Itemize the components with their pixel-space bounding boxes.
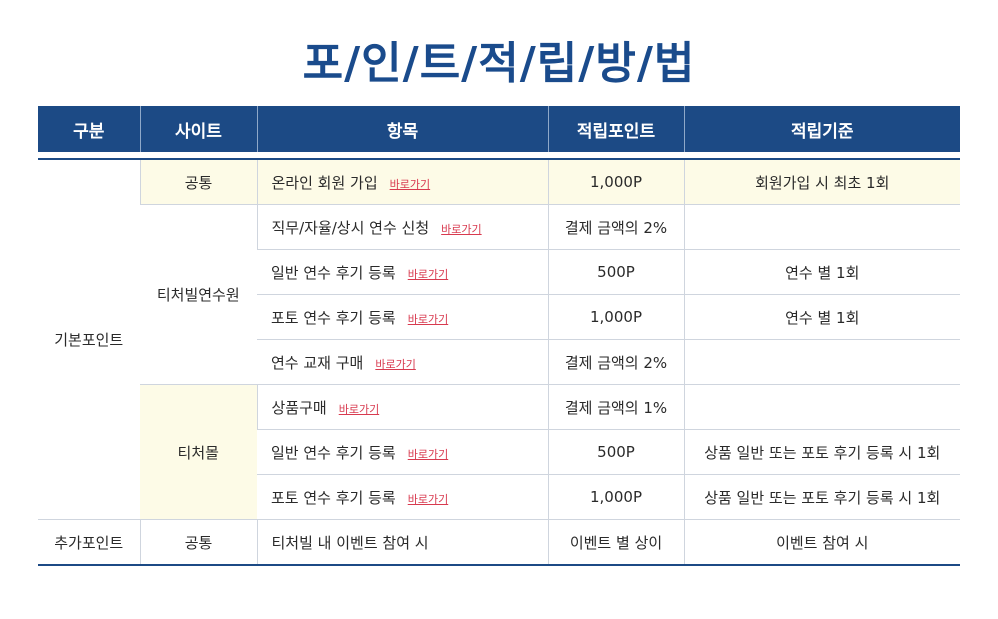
table-row: 티처빌연수원 직무/자율/상시 연수 신청 바로가기 결제 금액의 2% (38, 204, 960, 385)
item-cell: 티처빌 내 이벤트 참여 시 (256, 519, 548, 566)
item-cell: 연수 교재 구매 바로가기 (257, 339, 548, 385)
criteria-cell: 연수 별 1회 (683, 249, 960, 295)
item-label: 포토 연수 후기 등록 (271, 308, 396, 327)
item-cell: 온라인 회원 가입 바로가기 (256, 159, 548, 205)
item-cell: 일반 연수 후기 등록 바로가기 (257, 429, 548, 475)
shortcut-link[interactable]: 바로가기 (338, 402, 380, 416)
site-cell: 티처빌연수원 (140, 204, 257, 385)
criteria-cell (683, 339, 960, 385)
category-cell: 추가포인트 (38, 519, 140, 566)
shortcut-link[interactable]: 바로가기 (407, 312, 449, 326)
criteria-cell: 회원가입 시 최초 1회 (683, 159, 960, 205)
table-row: 포토 연수 후기 등록 바로가기 1,000P 상품 일반 또는 포토 후기 등록… (38, 474, 960, 520)
item-label: 온라인 회원 가입 (271, 173, 378, 192)
item-label: 일반 연수 후기 등록 (271, 443, 396, 462)
table-row: 일반 연수 후기 등록 바로가기 500P 상품 일반 또는 포토 후기 등록 시… (38, 429, 960, 475)
criteria-cell: 이벤트 참여 시 (683, 519, 960, 566)
shortcut-link[interactable]: 바로가기 (407, 267, 449, 281)
table-row: 연수 교재 구매 바로가기 결제 금액의 2% (38, 339, 960, 385)
header-points: 적립포인트 (547, 106, 684, 152)
criteria-cell (683, 204, 960, 250)
points-cell: 500P (547, 249, 684, 295)
item-cell: 직무/자율/상시 연수 신청 바로가기 (256, 204, 548, 250)
points-cell: 1,000P (547, 159, 684, 205)
item-cell: 포토 연수 후기 등록 바로가기 (257, 474, 548, 520)
header-item: 항목 (256, 106, 548, 152)
category-cell: 기본포인트 (38, 159, 140, 520)
site-cell: 공통 (139, 159, 257, 205)
shortcut-link[interactable]: 바로가기 (389, 177, 431, 191)
item-label: 직무/자율/상시 연수 신청 (271, 218, 430, 237)
points-cell: 결제 금액의 2% (547, 339, 684, 385)
item-label: 연수 교재 구매 (271, 353, 364, 372)
table-row: 추가포인트 공통 티처빌 내 이벤트 참여 시 이벤트 별 상이 이벤트 참여 … (38, 519, 960, 566)
header-category: 구분 (38, 106, 140, 152)
item-label: 일반 연수 후기 등록 (271, 263, 396, 282)
criteria-cell (683, 384, 960, 430)
table-row: 일반 연수 후기 등록 바로가기 500P 연수 별 1회 (38, 249, 960, 295)
page-title: 포/인/트/적/립/방/법 (302, 38, 696, 89)
header-site: 사이트 (139, 106, 257, 152)
shortcut-link[interactable]: 바로가기 (407, 447, 449, 461)
table-row: 티처몰 상품구매 바로가기 결제 금액의 1% (38, 384, 960, 520)
header-row: 구분 사이트 항목 적립포인트 적립기준 (38, 106, 960, 152)
table-row: 기본포인트 공통 온라인 회원 가입 바로가기 1,000P 회원가입 시 최초 … (38, 159, 960, 520)
shortcut-link[interactable]: 바로가기 (407, 492, 449, 506)
criteria-cell: 상품 일반 또는 포토 후기 등록 시 1회 (683, 474, 960, 520)
site-cell: 공통 (139, 519, 257, 566)
points-cell: 결제 금액의 2% (547, 204, 684, 250)
points-cell: 이벤트 별 상이 (547, 519, 684, 566)
criteria-cell: 상품 일반 또는 포토 후기 등록 시 1회 (683, 429, 960, 475)
header-criteria: 적립기준 (683, 106, 960, 152)
item-cell: 일반 연수 후기 등록 바로가기 (257, 249, 548, 295)
criteria-cell: 연수 별 1회 (683, 294, 960, 340)
item-cell: 상품구매 바로가기 (256, 384, 548, 430)
item-label: 포토 연수 후기 등록 (271, 488, 396, 507)
points-cell: 500P (547, 429, 684, 475)
shortcut-link[interactable]: 바로가기 (375, 357, 416, 371)
item-cell: 포토 연수 후기 등록 바로가기 (257, 294, 548, 340)
site-cell: 티처몰 (140, 384, 257, 520)
table-row: 포토 연수 후기 등록 바로가기 1,000P 연수 별 1회 (38, 294, 960, 340)
points-cell: 1,000P (547, 474, 684, 520)
shortcut-link[interactable]: 바로가기 (441, 222, 482, 236)
points-cell: 결제 금액의 1% (547, 384, 684, 430)
header-gap (38, 152, 960, 160)
points-cell: 1,000P (547, 294, 684, 340)
item-label: 상품구매 (271, 398, 327, 417)
